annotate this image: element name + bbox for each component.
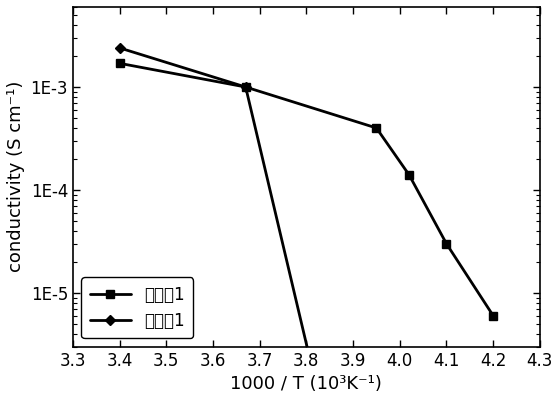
实施例1	[242, 85, 249, 90]
实施例1	[443, 241, 450, 246]
X-axis label: 1000 / T (10³K⁻¹): 1000 / T (10³K⁻¹)	[230, 375, 382, 393]
Legend: 实施例1, 对比例1: 实施例1, 对比例1	[81, 277, 194, 338]
对比例1	[116, 46, 123, 50]
实施例1	[373, 126, 380, 130]
Y-axis label: conductivity (S cm⁻¹): conductivity (S cm⁻¹)	[7, 81, 25, 272]
实施例1	[490, 313, 497, 318]
对比例1	[242, 85, 249, 90]
Line: 对比例1: 对比例1	[116, 44, 333, 400]
Line: 实施例1: 实施例1	[115, 59, 497, 320]
实施例1	[116, 61, 123, 66]
实施例1	[406, 172, 413, 177]
